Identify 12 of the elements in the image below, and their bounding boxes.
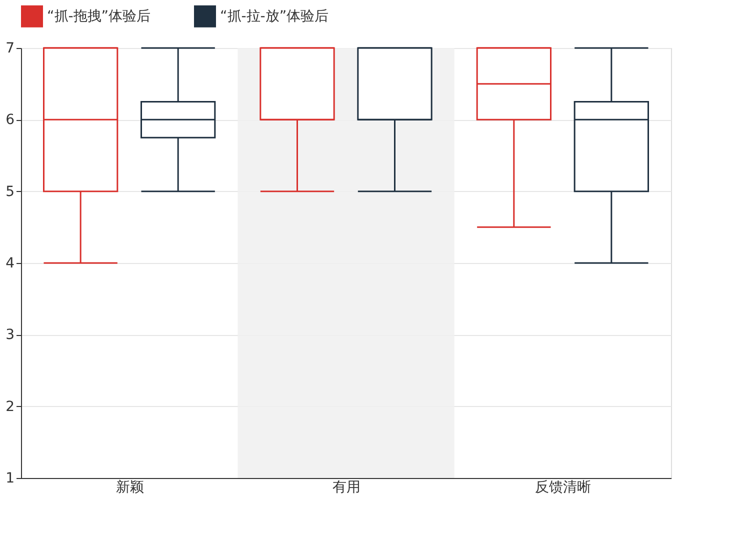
x-tick-label: 新颖: [116, 480, 144, 496]
y-tick-label: 1: [6, 470, 14, 486]
x-tick-label: 有用: [332, 480, 360, 496]
x-tick-label: 反馈清晰: [535, 480, 592, 496]
legend-label: “抓-拖拽”体验后: [47, 8, 151, 24]
y-tick-label: 6: [6, 112, 15, 128]
legend-label: “抓-拉-放”体验后: [220, 8, 329, 24]
y-tick-label: 3: [6, 327, 14, 344]
y-tick-label: 4: [6, 256, 15, 272]
y-tick-label: 5: [6, 184, 14, 200]
y-tick-label: 2: [6, 398, 14, 415]
y-tick-label: 7: [6, 40, 14, 56]
